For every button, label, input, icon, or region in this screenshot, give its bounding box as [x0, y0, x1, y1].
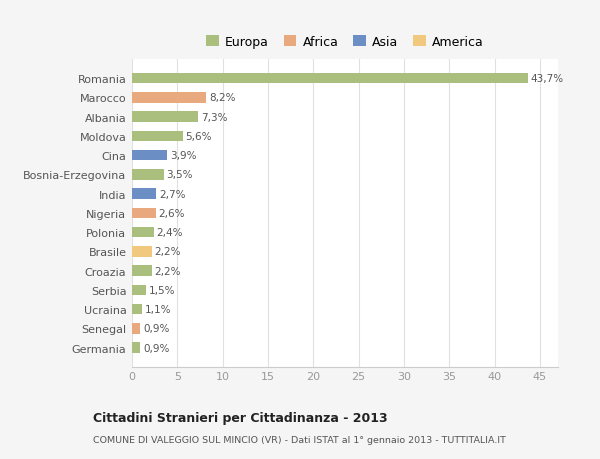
Bar — [132, 304, 142, 315]
Text: 43,7%: 43,7% — [531, 74, 564, 84]
Bar — [132, 266, 152, 276]
Text: 2,6%: 2,6% — [158, 208, 185, 218]
Text: COMUNE DI VALEGGIO SUL MINCIO (VR) - Dati ISTAT al 1° gennaio 2013 - TUTTITALIA.: COMUNE DI VALEGGIO SUL MINCIO (VR) - Dat… — [93, 435, 506, 444]
Bar — [132, 324, 140, 334]
Text: 1,5%: 1,5% — [148, 285, 175, 295]
Text: 0,9%: 0,9% — [143, 343, 169, 353]
Legend: Europa, Africa, Asia, America: Europa, Africa, Asia, America — [202, 32, 488, 52]
Text: 0,9%: 0,9% — [143, 324, 169, 334]
Bar — [132, 93, 206, 103]
Bar — [132, 151, 167, 161]
Text: 3,9%: 3,9% — [170, 151, 197, 161]
Bar — [132, 73, 528, 84]
Bar — [132, 285, 146, 296]
Text: 2,4%: 2,4% — [157, 228, 183, 238]
Bar — [132, 208, 155, 219]
Bar — [132, 170, 164, 180]
Text: 8,2%: 8,2% — [209, 93, 236, 103]
Bar — [132, 343, 140, 353]
Text: 2,7%: 2,7% — [159, 189, 185, 199]
Text: 7,3%: 7,3% — [201, 112, 227, 123]
Text: 2,2%: 2,2% — [155, 266, 181, 276]
Text: Cittadini Stranieri per Cittadinanza - 2013: Cittadini Stranieri per Cittadinanza - 2… — [93, 412, 388, 425]
Bar — [132, 246, 152, 257]
Text: 2,2%: 2,2% — [155, 247, 181, 257]
Text: 3,5%: 3,5% — [166, 170, 193, 180]
Bar — [132, 189, 157, 200]
Bar — [132, 131, 183, 142]
Text: 1,1%: 1,1% — [145, 304, 171, 314]
Bar — [132, 112, 198, 123]
Text: 5,6%: 5,6% — [185, 132, 212, 141]
Bar — [132, 227, 154, 238]
